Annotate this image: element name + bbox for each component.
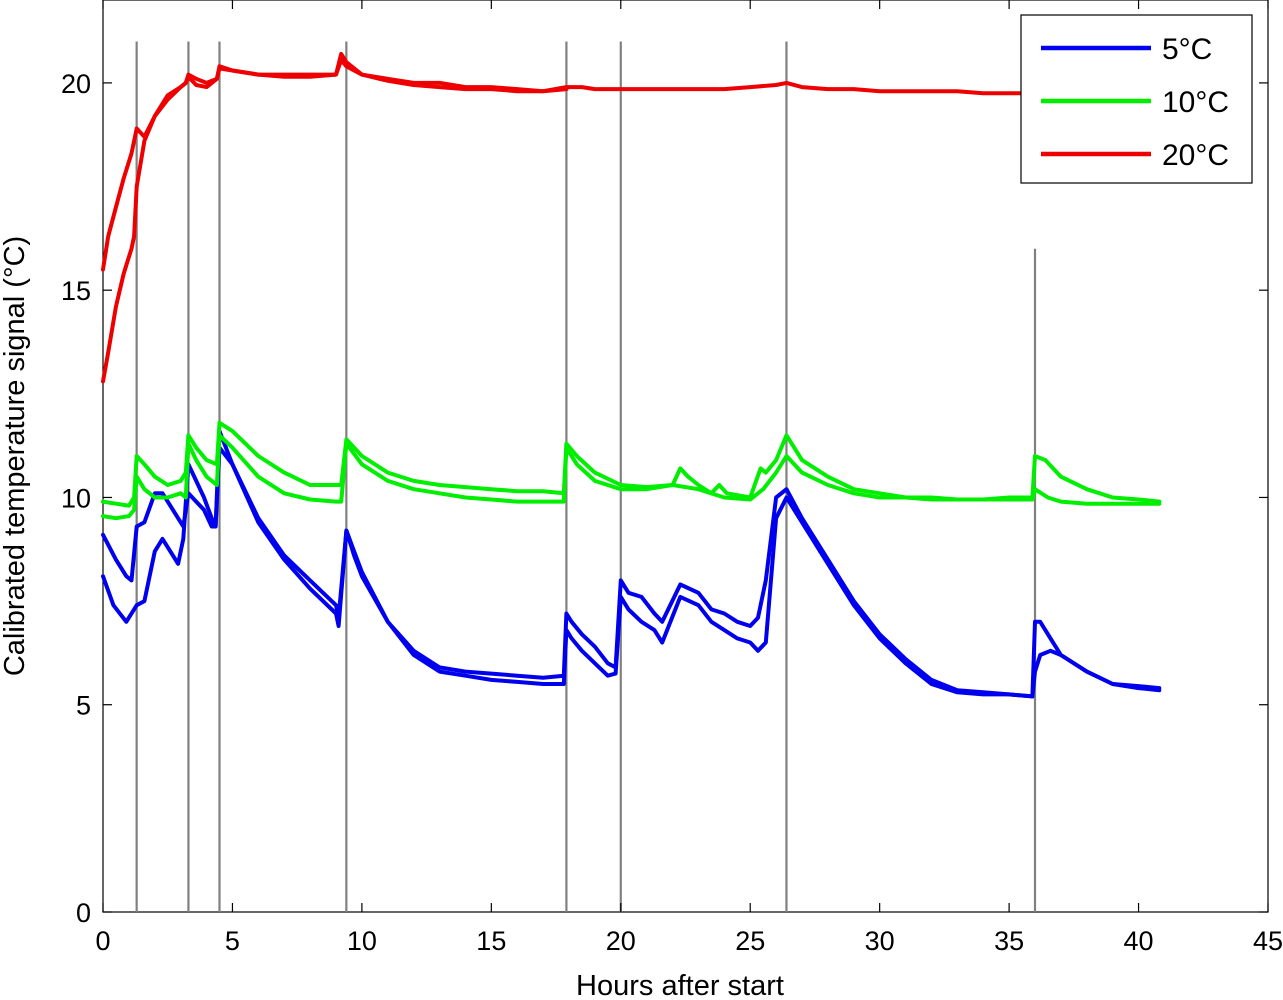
x-tick-label: 10 bbox=[347, 926, 377, 956]
x-tick-label: 5 bbox=[225, 926, 240, 956]
legend-label: 20°C bbox=[1162, 139, 1229, 172]
x-tick-label: 20 bbox=[606, 926, 636, 956]
x-axis-ticks: 0 5 10 15 20 25 30 35 40 45 bbox=[95, 0, 1283, 956]
y-tick-label: 15 bbox=[61, 276, 91, 306]
legend: 5°C 10°C 20°C bbox=[1020, 14, 1253, 184]
y-axis-label: Calibrated temperature signal (°C) bbox=[0, 236, 31, 676]
y-tick-label: 20 bbox=[61, 69, 91, 99]
legend-label: 10°C bbox=[1162, 86, 1229, 119]
y-tick-label: 10 bbox=[61, 483, 91, 513]
series-layer bbox=[101, 51, 1162, 699]
x-tick-label: 0 bbox=[95, 926, 110, 956]
x-tick-label: 35 bbox=[994, 926, 1024, 956]
x-tick-label: 15 bbox=[476, 926, 506, 956]
x-tick-label: 40 bbox=[1124, 926, 1154, 956]
series-line bbox=[101, 51, 569, 384]
x-tick-label: 25 bbox=[735, 926, 765, 956]
y-tick-label: 0 bbox=[76, 898, 91, 928]
x-tick-label: 30 bbox=[865, 926, 895, 956]
series-line bbox=[101, 429, 1162, 699]
series-line bbox=[101, 445, 1162, 699]
x-axis-label: Hours after start bbox=[576, 970, 784, 1000]
y-tick-label: 5 bbox=[76, 691, 91, 721]
x-tick-label: 45 bbox=[1253, 926, 1283, 956]
y-axis-ticks: 0 5 10 15 20 bbox=[61, 69, 1268, 928]
legend-label: 5°C bbox=[1162, 33, 1212, 66]
series-line bbox=[101, 433, 1162, 521]
